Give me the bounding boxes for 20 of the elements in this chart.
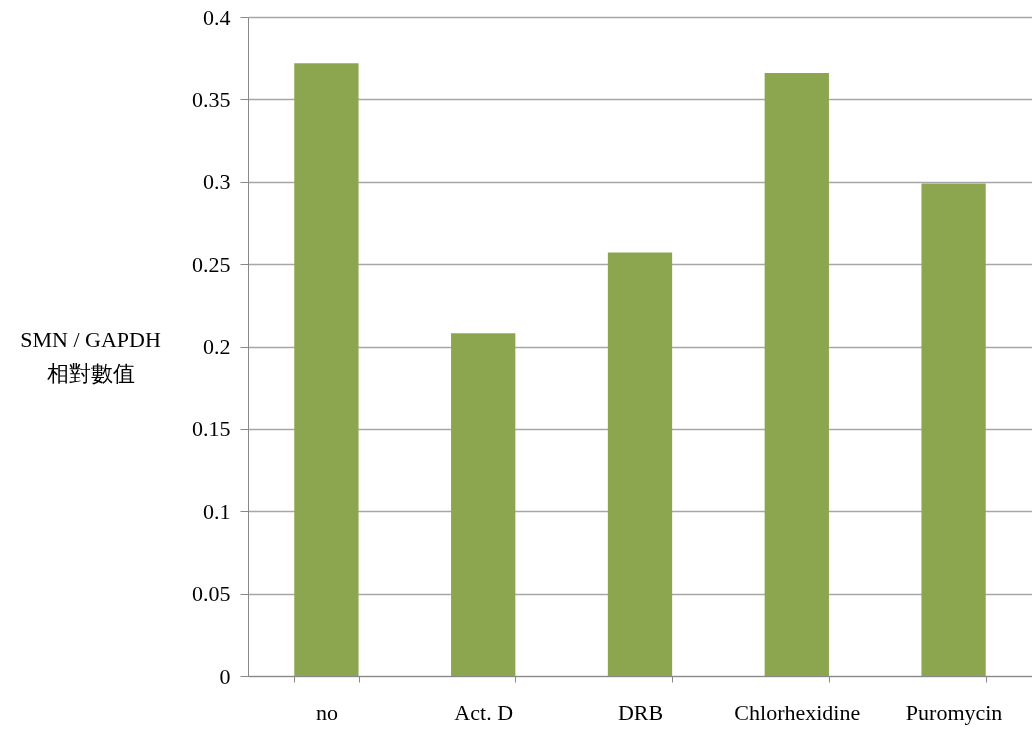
bar bbox=[294, 63, 359, 676]
x-tick-label: Chlorhexidine bbox=[734, 699, 861, 725]
y-tick-label: 0.4 bbox=[203, 4, 231, 30]
y-tick-label: 0.3 bbox=[203, 169, 231, 195]
y-tick-label: 0.15 bbox=[192, 416, 231, 442]
y-tick-label: 0.1 bbox=[203, 498, 231, 524]
y-tick-label: 0.05 bbox=[192, 581, 231, 607]
y-axis-title: SMN / GAPDH 相對數值 bbox=[20, 326, 161, 386]
y-tick-label: 0.25 bbox=[192, 251, 231, 277]
x-tick-label: Puromycin bbox=[905, 699, 1003, 725]
x-tick-label: DRB bbox=[617, 699, 664, 725]
y-tick-label: 0.35 bbox=[192, 86, 231, 112]
x-tick-label: no bbox=[315, 699, 338, 725]
y-tick-label: 0 bbox=[219, 663, 231, 689]
y-tick-label: 0.2 bbox=[203, 334, 231, 359]
bar bbox=[764, 73, 829, 676]
bar bbox=[921, 183, 986, 676]
bar bbox=[451, 333, 516, 676]
x-tick-label: Act. D bbox=[454, 699, 514, 725]
bar bbox=[607, 252, 673, 676]
